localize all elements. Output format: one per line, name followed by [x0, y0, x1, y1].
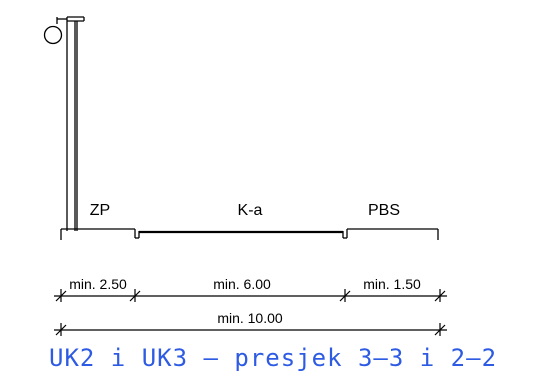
zone-label-ka: K-a [238, 202, 263, 219]
street-light-icon [43, 16, 85, 231]
zone-label-pbs: PBS [368, 202, 400, 219]
dimension-pbs: min. 1.50 [363, 276, 421, 292]
dimension-zp: min. 2.50 [69, 276, 127, 292]
dimension-line-total [54, 323, 447, 336]
dimension-line-segments [54, 289, 447, 302]
section-title: UK2 i UK3 – presjek 3–3 i 2–2 [49, 344, 497, 372]
dimension-ka: min. 6.00 [213, 276, 271, 292]
zone-label-zp: ZP [90, 202, 110, 219]
road-surface [60, 228, 439, 240]
dimension-total: min. 10.00 [217, 310, 283, 326]
